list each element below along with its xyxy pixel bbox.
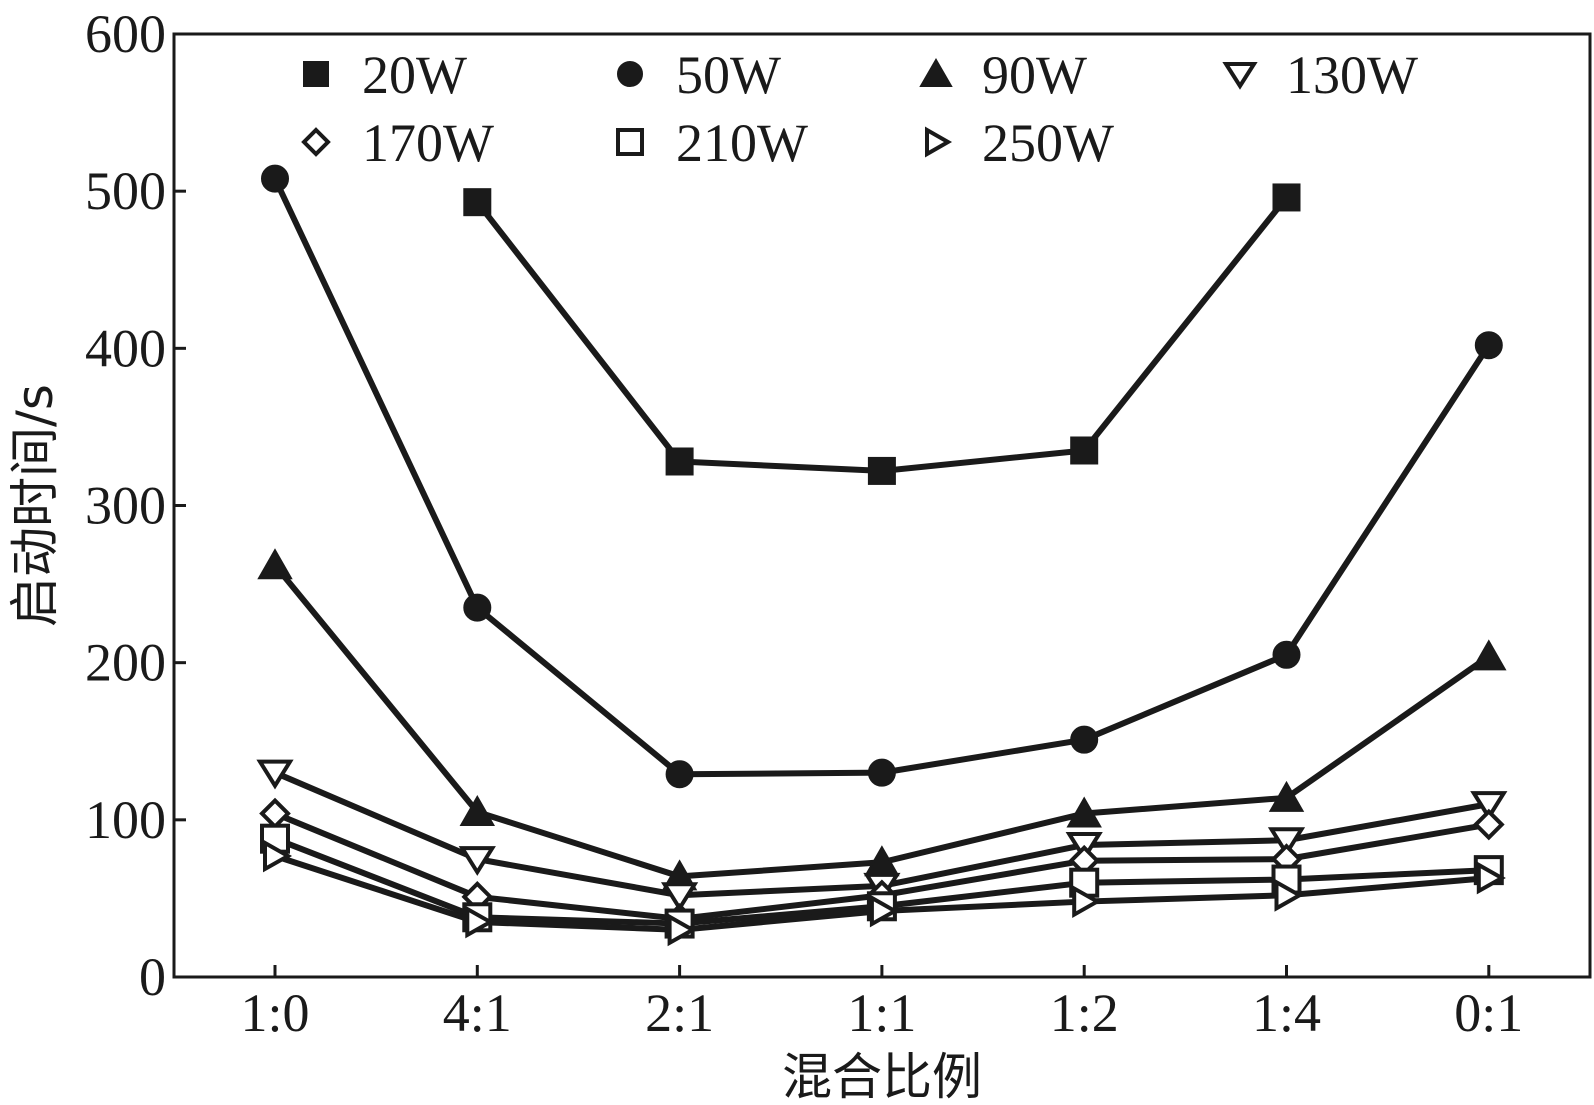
legend-item: 250W [925,113,1114,173]
legend-marker [919,57,953,87]
data-point [867,456,896,485]
legend-label: 50W [676,45,781,105]
legend-label: 210W [676,113,808,173]
legend-label: 170W [362,113,494,173]
series-layer [256,164,1508,947]
y-tick-label: 500 [85,161,166,221]
data-point [665,760,694,789]
x-axis-title: 混合比例 [782,1048,982,1105]
data-point [259,797,291,830]
y-tick-label: 300 [85,476,166,536]
data-point [667,913,697,947]
data-point [1472,808,1505,841]
data-point [1072,885,1102,918]
data-point [256,759,294,790]
x-tick-label: 4:1 [443,983,512,1043]
data-point [660,882,699,913]
data-point [1476,861,1506,895]
data-point [257,548,293,580]
series-20W [463,183,1301,485]
x-tick-label: 1:4 [1252,983,1321,1043]
legend-item: 130W [1222,45,1418,105]
legend-label: 250W [982,113,1114,173]
legend-label: 20W [362,45,467,105]
x-tick-label: 0:1 [1454,983,1523,1043]
data-point [1272,183,1301,212]
x-tick-label: 2:1 [645,983,714,1043]
x-tick-label: 1:1 [847,983,916,1043]
y-axis-title: 启动时间/s [6,384,64,627]
data-point [1268,780,1305,812]
series-90W [257,548,1507,891]
legend: 20W 50W 90W 130W 170W 210W 250W [301,45,1418,173]
y-tick-label: 100 [85,790,166,850]
data-point [869,894,899,928]
data-point [458,846,496,876]
y-tick-label: 200 [85,633,166,693]
data-point [1070,436,1099,465]
legend-marker [303,61,329,87]
plot-frame [172,32,1592,979]
data-point [1272,640,1301,669]
data-point [1474,331,1503,360]
data-point [463,593,492,622]
data-point [263,839,293,873]
y-tick-label: 600 [85,4,166,64]
legend-item: 50W [617,45,781,105]
legend-marker [925,126,953,158]
data-point [665,447,694,476]
data-point [1267,827,1306,858]
legend-item: 210W [616,113,808,173]
data-point [1470,791,1508,821]
data-point [465,905,495,939]
y-tick-label: 400 [85,318,166,378]
series-50W [261,164,1503,789]
legend-marker [617,61,643,87]
data-point [1070,725,1099,754]
data-point [1066,796,1102,828]
legend-label: 130W [1286,45,1418,105]
legend-item: 90W [919,45,1087,105]
legend-item: 170W [301,113,494,173]
data-point [459,794,496,826]
series-line [474,195,1289,474]
data-point [463,188,492,217]
legend-marker [616,128,644,156]
series-250W [263,839,1506,947]
axes: 0 100 200 300 400 500 600 1:0 4:1 2:1 1:1 1:2 1:4 0:1 [85,4,1592,1043]
x-tick-label: 1:0 [240,983,309,1043]
legend-marker [1222,62,1258,90]
data-point [261,164,289,193]
x-tick-label: 1:2 [1050,983,1119,1043]
legend-marker [301,127,331,157]
legend-item: 20W [303,45,467,105]
y-tick-label: 0 [139,947,166,1007]
data-point [1274,878,1304,912]
legend-label: 90W [982,45,1087,105]
series-line [272,563,1491,880]
data-point [867,758,896,787]
data-point [1471,639,1507,671]
